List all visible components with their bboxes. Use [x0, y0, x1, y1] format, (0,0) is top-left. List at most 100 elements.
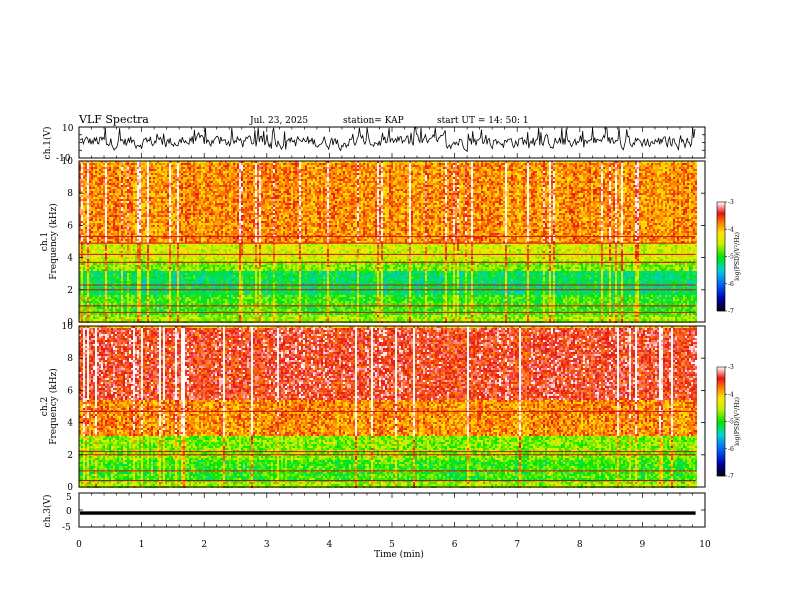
- ch1-psd-cell: [131, 281, 133, 283]
- ch1-psd-cell: [155, 169, 157, 171]
- ch1-psd-cell: [105, 191, 107, 193]
- ch1-psd-cell: [127, 201, 129, 203]
- ch1-psd-cell: [89, 225, 91, 227]
- colorbar-step: [717, 257, 725, 259]
- ch1-psd-cell: [151, 271, 153, 273]
- ch1-psd-cell: [179, 303, 181, 305]
- ch1-psd-cell: [127, 167, 129, 169]
- ch1-psd-cell: [117, 177, 119, 179]
- ch1-psd-cell: [141, 183, 143, 185]
- ch1-psd-cell: [149, 167, 151, 169]
- ch1-psd-cell: [105, 281, 107, 283]
- ch1-psd-cell: [173, 167, 175, 169]
- ch1-psd-cell: [171, 183, 173, 185]
- ch1-psd-cell: [157, 269, 159, 271]
- ch1-psd-cell: [135, 265, 137, 267]
- ch1-psd-cell: [103, 191, 105, 193]
- ch1-psd-cell: [149, 177, 151, 179]
- ch1-psd-cell: [101, 185, 103, 187]
- ch1-psd-cell: [171, 171, 173, 173]
- ch1-psd-cell: [95, 297, 97, 299]
- ch1-psd-cell: [135, 185, 137, 187]
- ch1-psd-cell: [145, 161, 147, 163]
- ch1-psd-cell: [163, 161, 165, 163]
- ch1-psd-cell: [123, 271, 125, 273]
- ch1-psd-cell: [127, 281, 129, 283]
- ch1-psd-cell: [103, 277, 105, 279]
- ch1-psd-cell: [139, 271, 141, 273]
- ch1-psd-cell: [107, 249, 109, 251]
- ch1-psd-cell: [149, 251, 151, 253]
- ch1-psd-cell: [183, 233, 185, 235]
- ch1-psd-cell: [159, 161, 161, 163]
- ch1-psd-cell: [101, 307, 103, 309]
- ch1-psd-cell: [113, 291, 115, 293]
- ch1-psd-cell: [87, 291, 89, 293]
- ch1-psd-cell: [99, 251, 101, 253]
- ch1-psd-cell: [125, 301, 127, 303]
- ch1-psd-cell: [145, 203, 147, 205]
- colorbar-step: [717, 234, 725, 236]
- ch1-psd-cell: [85, 183, 87, 185]
- ch1-psd-cell: [129, 257, 131, 259]
- ch1-ytick-top: 10: [62, 124, 74, 134]
- ch1-psd-cell: [141, 161, 143, 163]
- ch1-psd-cell: [123, 275, 125, 277]
- colorbar-step: [717, 271, 725, 273]
- ch1-psd-cell: [109, 267, 111, 269]
- ch1-psd-cell: [119, 297, 121, 299]
- ch1-psd-cell: [117, 189, 119, 191]
- ch1-psd-cell: [123, 211, 125, 213]
- ch1-psd-cell: [115, 231, 117, 233]
- ch1-psd-cell: [121, 245, 123, 247]
- ch1-psd-cell: [123, 245, 125, 247]
- ch1-psd-cell: [143, 313, 145, 315]
- ch1-psd-cell: [151, 207, 153, 209]
- ch1-psd-cell: [149, 301, 151, 303]
- ch1-psd-cell: [161, 267, 163, 269]
- ch1-psd-cell: [147, 207, 149, 209]
- ch1-psd-cell: [123, 303, 125, 305]
- ch1-psd-cell: [117, 227, 119, 229]
- ch1-psd-cell: [101, 281, 103, 283]
- ch1-psd-cell: [173, 183, 175, 185]
- ch1-psd-cell: [157, 255, 159, 257]
- ch1-psd-cell: [183, 255, 185, 257]
- ch1-psd-cell: [79, 233, 81, 235]
- ch1-psd-cell: [183, 191, 185, 193]
- ch1-psd-cell: [175, 163, 177, 165]
- ch1-psd-cell: [119, 291, 121, 293]
- ch1-psd-cell: [115, 185, 117, 187]
- ch1-psd-cell: [121, 271, 123, 273]
- ch1-psd-cell: [155, 173, 157, 175]
- ch1-psd-cell: [173, 209, 175, 211]
- ch1-psd-cell: [87, 229, 89, 231]
- ch1-psd-cell: [159, 229, 161, 231]
- ch1-psd-cell: [161, 271, 163, 273]
- ch1-psd-cell: [147, 217, 149, 219]
- ch1-psd-cell: [159, 303, 161, 305]
- ch1-psd-cell: [155, 213, 157, 215]
- ch1-psd-cell: [79, 225, 81, 227]
- ch1-psd-cell: [81, 275, 83, 277]
- ch1-psd-cell: [125, 221, 127, 223]
- ch1-psd-cell: [157, 189, 159, 191]
- ch1-psd-cell: [171, 165, 173, 167]
- ch1-psd-cell: [105, 237, 107, 239]
- ch1-psd-cell: [177, 189, 179, 191]
- ch1-psd-cell: [135, 223, 137, 225]
- ch1-psd-cell: [167, 165, 169, 167]
- ch1-psd-cell: [103, 197, 105, 199]
- ch1-psd-cell: [95, 209, 97, 211]
- ch1-psd-cell: [179, 167, 181, 169]
- ch1-psd-cell: [95, 301, 97, 303]
- ch1-psd-cell: [127, 211, 129, 213]
- ch1-psd-cell: [133, 209, 135, 211]
- ch1-psd-cell: [103, 291, 105, 293]
- ch1-psd-cell: [145, 269, 147, 271]
- ch1-psd-cell: [157, 267, 159, 269]
- ch1-psd-cell: [87, 163, 89, 165]
- ch1-psd-cell: [79, 205, 81, 207]
- ch1-psd-cell: [159, 319, 161, 321]
- ch1-psd-cell: [179, 297, 181, 299]
